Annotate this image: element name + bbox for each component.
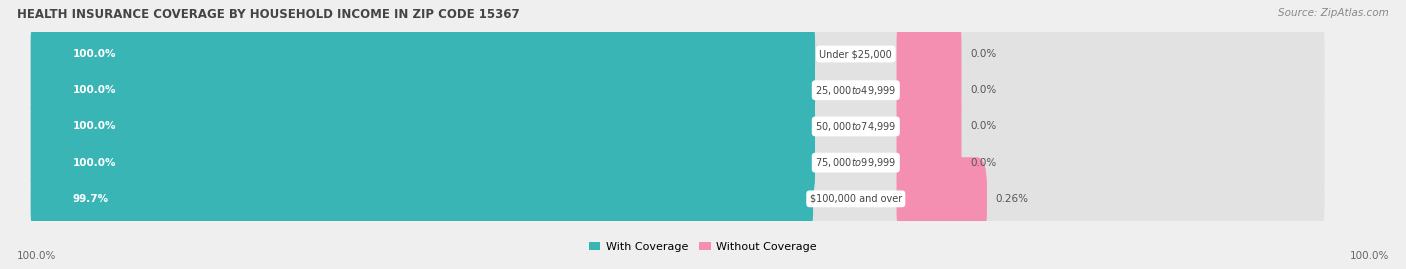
FancyBboxPatch shape <box>31 85 1324 168</box>
FancyBboxPatch shape <box>31 121 1324 204</box>
Text: 0.0%: 0.0% <box>970 121 997 132</box>
Text: $100,000 and over: $100,000 and over <box>810 194 901 204</box>
FancyBboxPatch shape <box>31 12 815 96</box>
Text: $75,000 to $99,999: $75,000 to $99,999 <box>815 156 897 169</box>
FancyBboxPatch shape <box>897 121 962 204</box>
Text: $50,000 to $74,999: $50,000 to $74,999 <box>815 120 897 133</box>
Text: 99.7%: 99.7% <box>73 194 108 204</box>
Text: 100.0%: 100.0% <box>73 85 117 95</box>
FancyBboxPatch shape <box>31 157 813 240</box>
Text: $25,000 to $49,999: $25,000 to $49,999 <box>815 84 897 97</box>
FancyBboxPatch shape <box>897 85 962 168</box>
FancyBboxPatch shape <box>31 121 815 204</box>
Text: 100.0%: 100.0% <box>1350 251 1389 261</box>
FancyBboxPatch shape <box>897 49 962 132</box>
Text: 0.0%: 0.0% <box>970 85 997 95</box>
Text: 0.26%: 0.26% <box>995 194 1029 204</box>
Text: Source: ZipAtlas.com: Source: ZipAtlas.com <box>1278 8 1389 18</box>
Text: 100.0%: 100.0% <box>73 121 117 132</box>
Legend: With Coverage, Without Coverage: With Coverage, Without Coverage <box>585 238 821 256</box>
FancyBboxPatch shape <box>31 85 815 168</box>
Text: 100.0%: 100.0% <box>73 49 117 59</box>
Text: Under $25,000: Under $25,000 <box>820 49 893 59</box>
Text: 0.0%: 0.0% <box>970 158 997 168</box>
Text: 100.0%: 100.0% <box>73 158 117 168</box>
Text: 100.0%: 100.0% <box>17 251 56 261</box>
FancyBboxPatch shape <box>897 12 962 96</box>
FancyBboxPatch shape <box>31 49 815 132</box>
Text: HEALTH INSURANCE COVERAGE BY HOUSEHOLD INCOME IN ZIP CODE 15367: HEALTH INSURANCE COVERAGE BY HOUSEHOLD I… <box>17 8 519 21</box>
Text: 0.0%: 0.0% <box>970 49 997 59</box>
FancyBboxPatch shape <box>897 157 987 240</box>
FancyBboxPatch shape <box>31 12 1324 96</box>
FancyBboxPatch shape <box>31 49 1324 132</box>
FancyBboxPatch shape <box>31 157 1324 240</box>
